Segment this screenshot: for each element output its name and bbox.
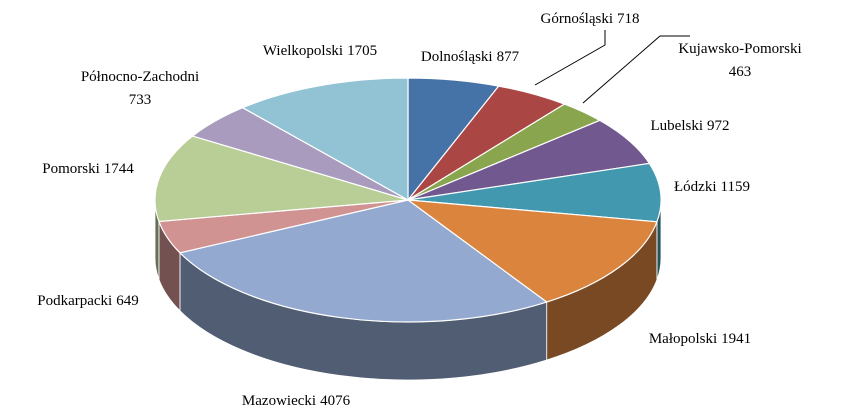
label-name: Górnośląski xyxy=(541,11,614,27)
slice-label: Wielkopolski 1705 xyxy=(263,43,377,59)
label-name: Lubelski xyxy=(651,118,704,134)
slice-label: Górnośląski 718 xyxy=(541,11,640,27)
labels: Dolnośląski 877 Górnośląski 718 Kujawsko-Pom… xyxy=(37,11,801,409)
label-name: Wielkopolski xyxy=(263,43,343,59)
leader-line xyxy=(534,30,606,86)
label-value: 1941 xyxy=(721,331,751,347)
label-value: 877 xyxy=(497,49,520,65)
label-value: 972 xyxy=(707,118,730,134)
label-value: 1159 xyxy=(721,179,750,195)
slice xyxy=(241,77,409,202)
slice-label: Mazowiecki 4076 xyxy=(242,393,351,409)
label-name: Podkarpacki xyxy=(37,293,112,309)
label-name: Kujawsko-Pomorski xyxy=(678,41,801,57)
label-name: Łódzki xyxy=(674,179,717,195)
label-value: 1705 xyxy=(347,43,377,59)
label-value: 718 xyxy=(617,11,640,27)
slice-label: Małopolski 1941 xyxy=(649,331,751,347)
label-value: 733 xyxy=(129,92,152,108)
label-value: 649 xyxy=(116,293,139,309)
slice-label: Dolnośląski 877 xyxy=(421,49,520,65)
slice xyxy=(178,199,548,323)
label-name: Mazowiecki xyxy=(242,393,316,409)
slice-label: Północno-Zachodni 733 xyxy=(81,69,199,108)
slice xyxy=(405,199,658,303)
slice xyxy=(407,162,662,223)
label-name: Dolnośląski xyxy=(421,49,493,65)
label-value: 1744 xyxy=(104,161,135,177)
slice-label: Pomorski 1744 xyxy=(42,161,134,177)
slice-label: Podkarpacki 649 xyxy=(37,293,138,309)
label-value: 463 xyxy=(729,64,752,80)
slice-label: Łódzki 1159 xyxy=(674,179,750,195)
label-value: 4076 xyxy=(320,393,351,409)
slice-label: Lubelski 972 xyxy=(651,118,730,134)
slice xyxy=(154,135,409,223)
label-name: Pomorski xyxy=(42,161,100,177)
pie-tops xyxy=(154,77,662,323)
label-name: Małopolski xyxy=(649,331,717,347)
leader-line xyxy=(582,35,690,104)
label-name: Północno-Zachodni xyxy=(81,69,199,85)
slice-label: Kujawsko-Pomorski 463 xyxy=(678,41,801,80)
